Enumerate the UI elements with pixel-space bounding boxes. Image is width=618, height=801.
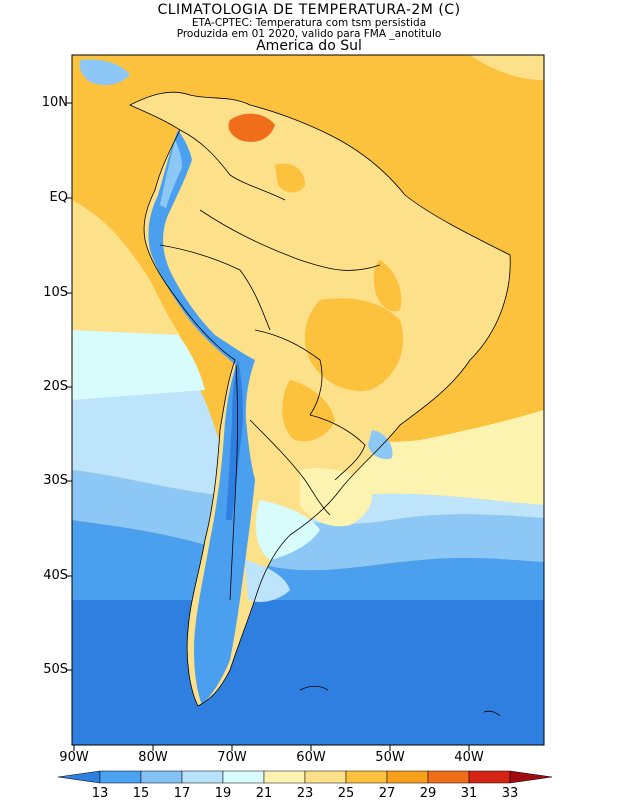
ocean-warm-pale-band xyxy=(72,200,180,335)
caribbean-warm-band xyxy=(470,55,544,80)
land-hot-guiana xyxy=(275,163,305,193)
border-colombia-venezuela xyxy=(179,129,286,201)
andes-north-cool xyxy=(160,140,182,208)
land-hot-chaco xyxy=(282,380,335,442)
colorbar-label: 13 xyxy=(91,786,109,801)
colorbar-label: 17 xyxy=(173,786,191,801)
colorbar-segment xyxy=(468,770,511,784)
colorbar-label: 15 xyxy=(132,786,150,801)
border-chile-argentina xyxy=(229,364,238,601)
map-subtitle-validity: Produzida em 01 2020, valido para FMA _a… xyxy=(176,28,442,40)
colorbar-arrow-low xyxy=(57,770,101,784)
ocean-cold-band xyxy=(72,520,544,600)
colorbar-label: 33 xyxy=(501,786,519,801)
land-hottest-north xyxy=(228,113,275,142)
ocean-cool-band xyxy=(72,470,544,571)
colorbar-label: 19 xyxy=(214,786,232,801)
colorbar-label: 23 xyxy=(296,786,314,801)
colorbar-segment xyxy=(345,770,388,784)
land-hot-east xyxy=(373,260,402,312)
lat-label-20s: 20S xyxy=(43,379,68,394)
lon-label-80w: 80W xyxy=(138,750,168,765)
lat-label-10n: 10N xyxy=(41,95,68,110)
colorbar-label: 31 xyxy=(460,786,478,801)
land-hot-central xyxy=(304,298,404,391)
border-brazil-north xyxy=(199,209,381,271)
land-warm-pale-uruguay xyxy=(300,468,373,527)
andes-cold-ridge xyxy=(148,130,255,705)
borders xyxy=(129,91,511,717)
lon-label-90w: 90W xyxy=(59,750,89,765)
lat-label-10s: 10S xyxy=(43,285,68,300)
lat-label-50s: 50S xyxy=(43,662,68,677)
colorbar-segment xyxy=(181,770,224,784)
lat-label-30s: 30S xyxy=(43,473,68,488)
border-peru xyxy=(159,244,271,331)
lon-label-70w: 70W xyxy=(217,750,247,765)
border-paraguay xyxy=(309,414,366,481)
south-georgia xyxy=(483,710,501,717)
colorbar-arrow-high xyxy=(509,770,553,784)
andes-deep-cold-core xyxy=(226,360,243,520)
land-mild-cool-patagonia xyxy=(245,560,290,602)
map-title: CLIMATOLOGIA DE TEMPERATURA-2M (C) xyxy=(157,2,461,18)
colorbar xyxy=(57,770,553,784)
colorbar-segment xyxy=(99,770,142,784)
lon-label-50w: 50W xyxy=(375,750,405,765)
colorbar-label: 27 xyxy=(378,786,396,801)
land-mild-pampas xyxy=(255,500,320,560)
colorbar-label: 29 xyxy=(419,786,437,801)
land-cool-serra xyxy=(368,430,393,460)
colorbar-label: 21 xyxy=(255,786,273,801)
colorbar-segment xyxy=(263,770,306,784)
lon-label-40w: 40W xyxy=(454,750,484,765)
border-bolivia xyxy=(254,329,323,416)
border-argentina-north xyxy=(249,419,331,516)
ocean-deep-cold xyxy=(72,590,544,745)
map-fill xyxy=(72,55,544,745)
coastline xyxy=(129,91,511,707)
lat-label-eq: EQ xyxy=(49,190,68,205)
axis-ticks xyxy=(66,102,470,751)
colorbar-segment xyxy=(304,770,347,784)
colorbar-segment xyxy=(427,770,470,784)
falklands xyxy=(299,685,329,691)
colorbar-segment xyxy=(386,770,429,784)
ocean-mild-cool-band xyxy=(72,330,544,524)
colorbar-label: 25 xyxy=(337,786,355,801)
central-america-highland xyxy=(79,59,130,86)
map-frame xyxy=(71,54,545,746)
map-subtitle-model: ETA-CPTEC: Temperatura com tsm persistid… xyxy=(191,17,427,29)
lat-label-40s: 40S xyxy=(43,568,68,583)
lon-label-60w: 60W xyxy=(296,750,326,765)
map-region-label: America do Sul xyxy=(256,38,362,54)
colorbar-segment xyxy=(222,770,265,784)
colorbar-segment xyxy=(140,770,183,784)
